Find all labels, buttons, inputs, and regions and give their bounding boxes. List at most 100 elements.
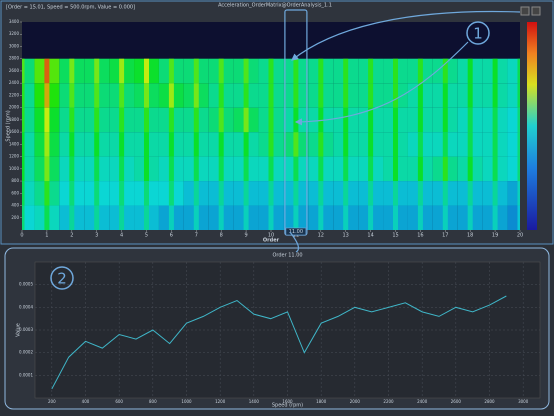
order-stripe — [243, 132, 249, 157]
order-stripe — [44, 83, 50, 108]
x-axis-label: Speed (rpm) — [272, 403, 303, 409]
order-stripe — [393, 58, 398, 84]
order-stripe — [69, 132, 75, 157]
x-tick-label: 14 — [367, 233, 373, 239]
x-tick-label: 800 — [149, 399, 157, 404]
callout-circle — [50, 266, 74, 290]
order-stripe — [119, 83, 125, 108]
x-tick-label: 0 — [20, 233, 23, 239]
order-stripe — [94, 58, 100, 84]
x-tick-label: 600 — [115, 399, 123, 404]
order-stripe — [94, 83, 100, 108]
order-stripe — [144, 205, 149, 230]
x-tick-label: 3000 — [518, 399, 529, 404]
order-stripe — [193, 205, 199, 230]
connector — [289, 231, 300, 253]
order-stripe — [243, 205, 249, 230]
order-stripe — [69, 107, 75, 133]
heat-cell — [507, 83, 520, 108]
order-stripe — [368, 58, 374, 84]
order-stripe — [293, 107, 299, 133]
order-stripe — [22, 156, 25, 182]
order-stripe — [467, 181, 473, 206]
order-stripe — [467, 156, 473, 182]
order-stripe — [318, 58, 324, 84]
y-tick-label: 0.0002 — [19, 350, 33, 355]
order-stripe — [168, 181, 174, 206]
order-stripe — [44, 107, 50, 133]
heat-cell — [22, 58, 35, 84]
order-stripe — [168, 156, 174, 182]
order-stripe — [442, 156, 448, 182]
y-tick-label: 1800 — [9, 117, 20, 122]
order-stripe — [417, 132, 423, 157]
order-stripe — [243, 156, 249, 182]
toolbar-button[interactable] — [531, 6, 541, 16]
chart-title: Order 11.00 — [272, 253, 302, 259]
heat-cell — [22, 181, 35, 206]
x-tick-label: 1 — [45, 233, 48, 239]
order-stripe — [69, 83, 75, 108]
y-tick-label: 0.0001 — [19, 372, 33, 377]
order-stripe — [119, 156, 125, 182]
order-stripe — [94, 132, 100, 157]
heat-cell — [507, 181, 520, 206]
order-stripe — [492, 205, 498, 230]
order-stripe — [44, 181, 50, 206]
x-tick-label: 13 — [343, 233, 349, 239]
order-stripe — [218, 58, 224, 84]
callout-number: 2 — [57, 270, 67, 288]
order-stripe — [144, 181, 149, 206]
order-stripe — [393, 132, 398, 157]
order-stripe — [243, 58, 249, 84]
x-tick-label: 8 — [220, 233, 223, 239]
order-stripe — [168, 205, 174, 230]
order-stripe — [44, 58, 50, 84]
order-stripe — [442, 205, 448, 230]
x-tick-label: 1000 — [181, 399, 192, 404]
x-tick-label: 17 — [442, 233, 448, 239]
order-stripe — [119, 181, 125, 206]
toolbar-button[interactable] — [520, 6, 530, 16]
order-stripe — [193, 83, 199, 108]
x-tick-label: 2800 — [484, 399, 495, 404]
order-stripe — [268, 156, 274, 182]
order-stripe — [318, 132, 324, 157]
x-tick-label: 16 — [417, 233, 423, 239]
y-tick-label: 1400 — [9, 141, 20, 146]
y-tick-label: 600 — [11, 190, 19, 195]
y-tick-label: 2400 — [9, 80, 20, 85]
order-stripe — [393, 83, 398, 108]
order-stripe — [517, 156, 520, 182]
order-stripe — [168, 132, 174, 157]
order-stripe — [368, 156, 374, 182]
x-tick-label: 7 — [195, 233, 198, 239]
order-stripe — [293, 156, 299, 182]
arrow — [291, 10, 521, 61]
heatmap: 0 1 2 3 4 5 6 7 8 9 10 11 12 13 14 15 16 17 18 19 2020040060… — [6, 9, 523, 244]
y-tick-label: 1000 — [9, 166, 20, 171]
heat-cell — [22, 107, 35, 133]
order-stripe — [467, 205, 473, 230]
x-tick-label: 2200 — [383, 399, 394, 404]
order-stripe — [119, 205, 125, 230]
order-stripe — [368, 205, 374, 230]
order-stripe — [119, 107, 125, 133]
order-stripe — [44, 205, 50, 230]
order-stripe — [467, 132, 473, 157]
x-tick-label: 200 — [48, 399, 56, 404]
order-stripe — [218, 107, 224, 133]
x-tick-label: 6 — [170, 233, 173, 239]
order-stripe — [343, 156, 349, 182]
order-stripe — [517, 83, 520, 108]
order-stripe — [168, 58, 174, 84]
order-stripe — [193, 181, 199, 206]
y-tick-label: 2800 — [9, 56, 20, 61]
order-stripe — [268, 83, 274, 108]
order-stripe — [393, 156, 398, 182]
x-tick-label: 18 — [467, 233, 473, 239]
order-stripe — [268, 205, 274, 230]
order-stripe — [243, 181, 249, 206]
order-stripe — [268, 58, 274, 84]
x-tick-label: 2 — [70, 233, 73, 239]
